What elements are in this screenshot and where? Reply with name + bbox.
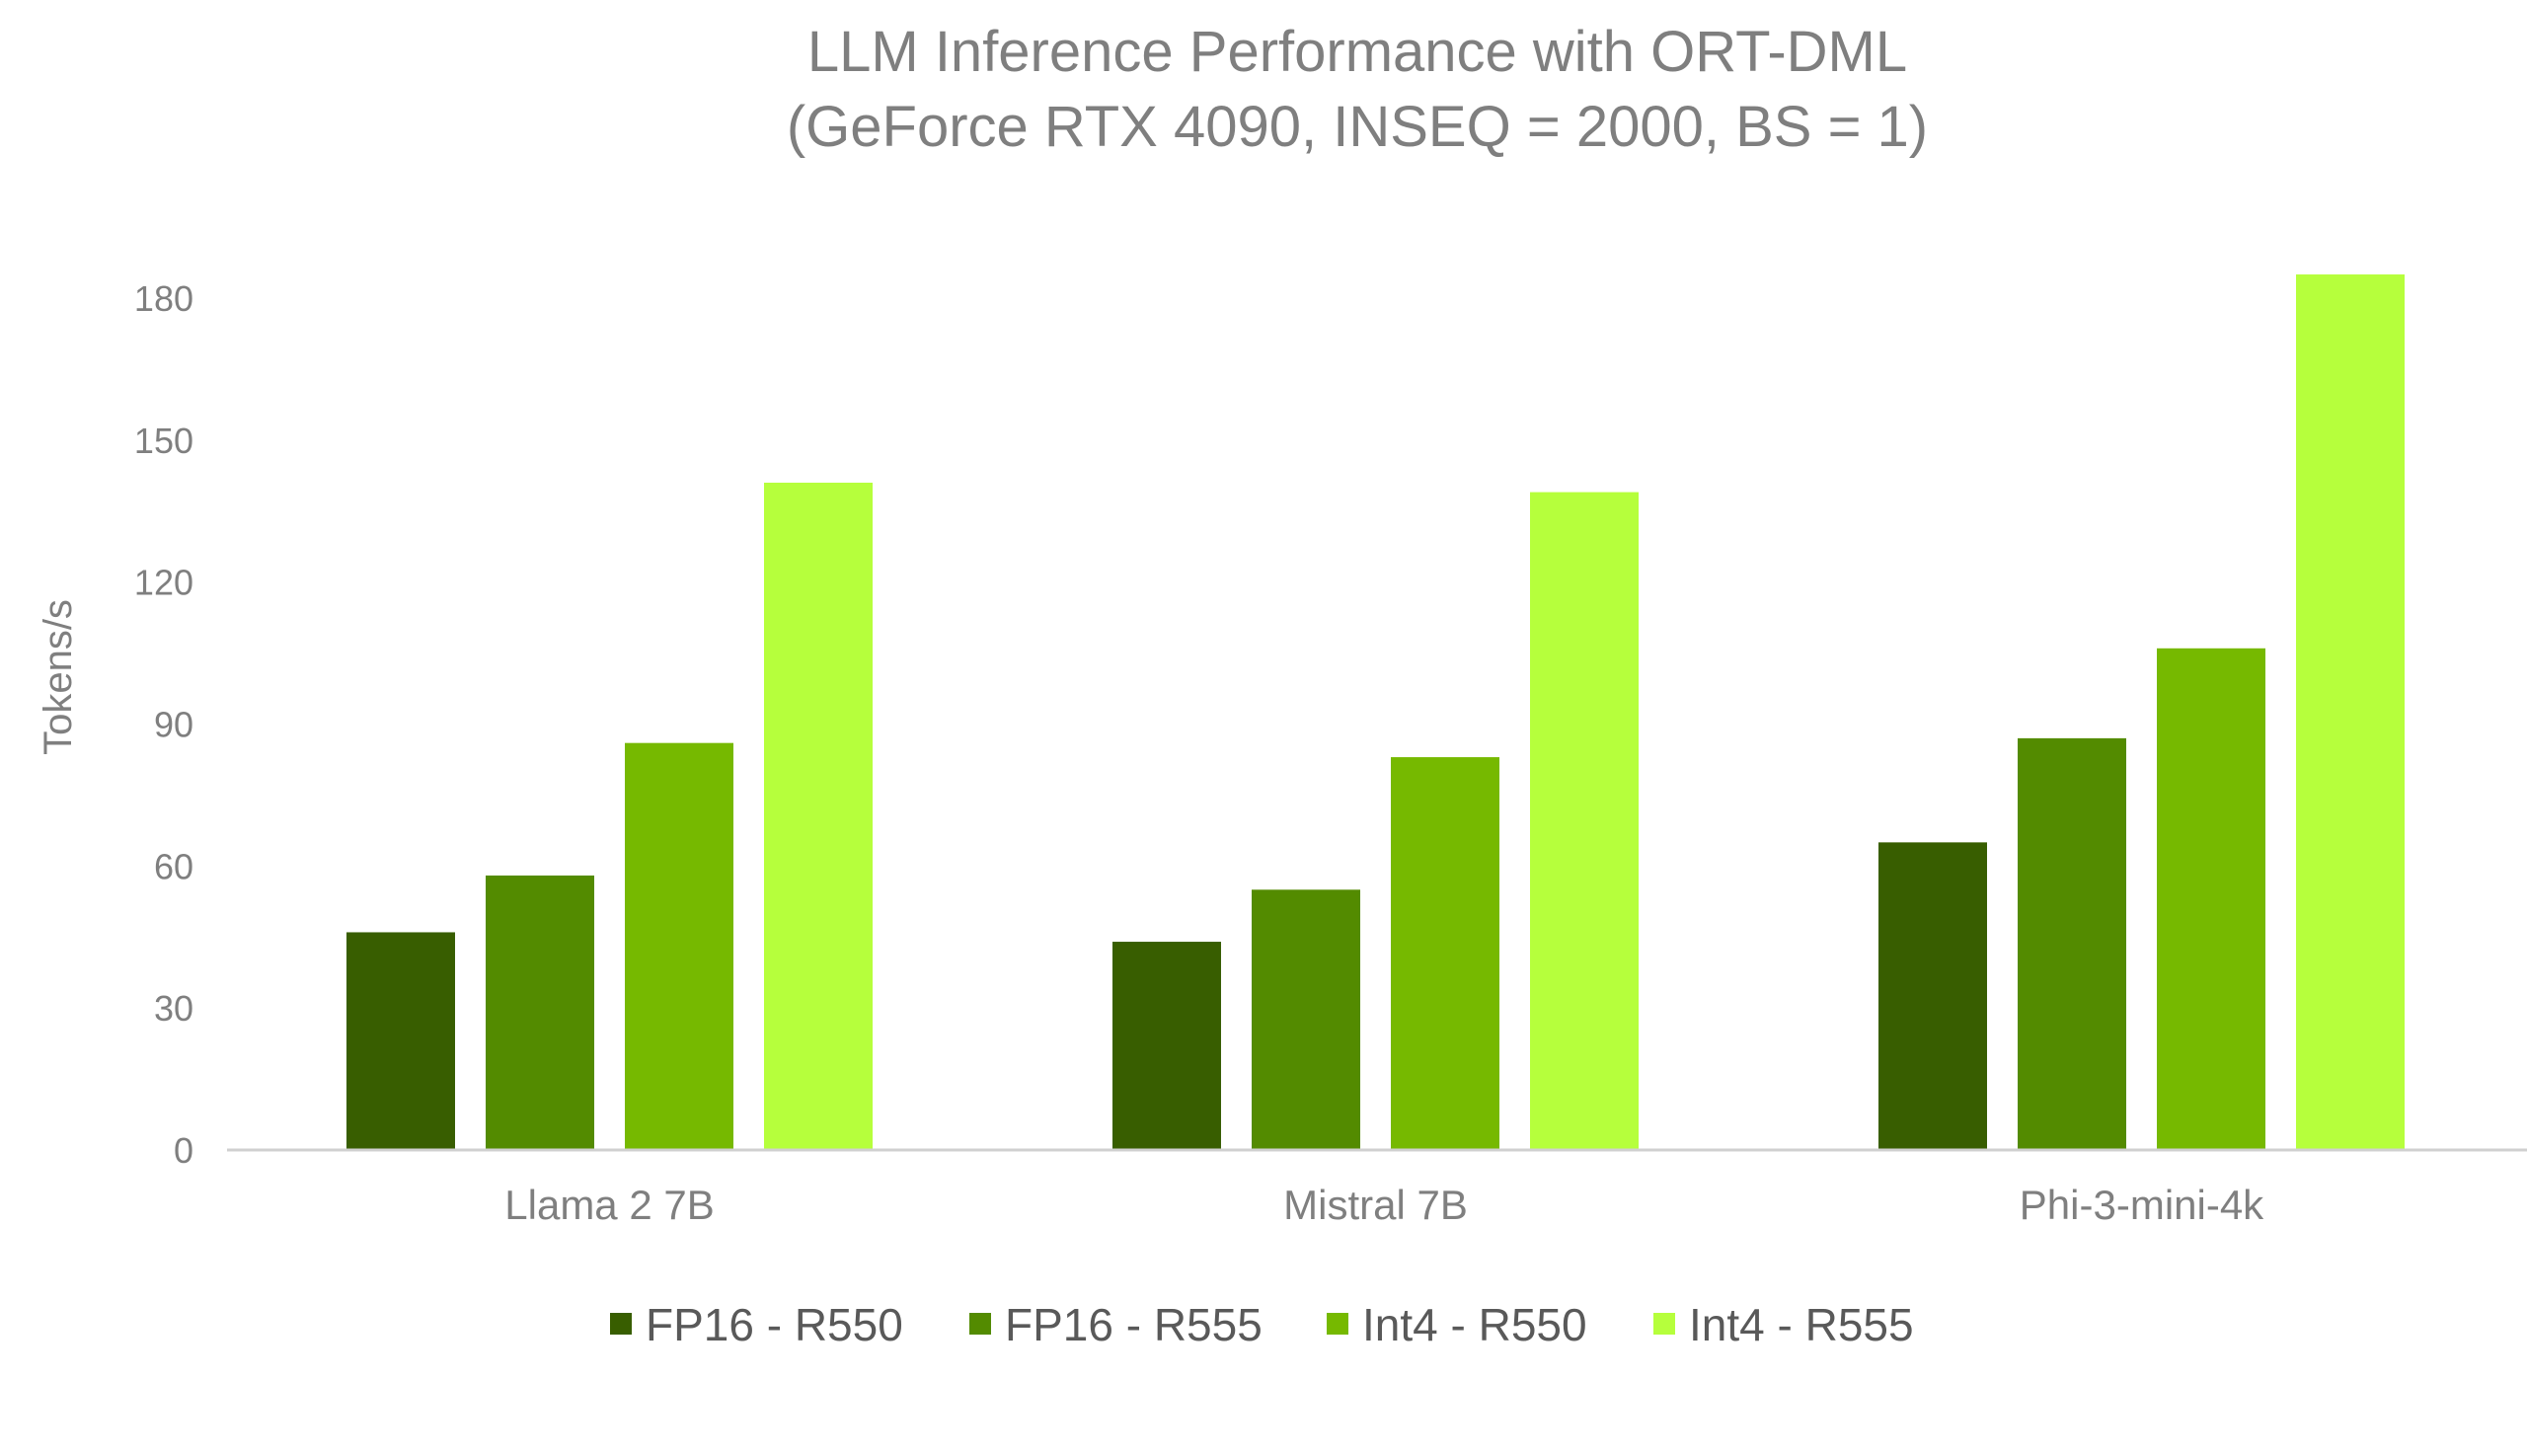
y-axis-label: Tokens/s (37, 599, 80, 755)
y-tick-label: 0 (174, 1130, 193, 1171)
bar-1-3 (1878, 842, 1987, 1150)
y-tick-label: 180 (134, 278, 193, 319)
legend-swatch (969, 1313, 991, 1335)
y-tick-label: 120 (134, 563, 193, 603)
bar-3-3 (2157, 648, 2265, 1150)
bar-4-2 (1530, 492, 1639, 1150)
y-tick-label: 60 (154, 846, 193, 886)
x-category-label: Mistral 7B (1283, 1182, 1468, 1228)
bar-2-2 (1252, 889, 1360, 1150)
y-tick-label: 90 (154, 705, 193, 745)
bar-4-1 (764, 482, 873, 1150)
legend: FP16 - R550 FP16 - R555 Int4 - R550 Int4 - … (610, 1299, 1914, 1350)
bars-group (346, 274, 2405, 1150)
legend-label: FP16 - R550 (646, 1299, 903, 1350)
x-category-label: Phi-3-mini-4k (2020, 1182, 2264, 1228)
bar-1-1 (346, 932, 455, 1150)
y-tick-label: 150 (134, 421, 193, 461)
x-axis-labels: Llama 2 7B Mistral 7B Phi-3-mini-4k (504, 1182, 2264, 1228)
legend-swatch (1653, 1313, 1675, 1335)
bar-3-2 (1391, 757, 1499, 1150)
bar-1-2 (1112, 942, 1221, 1150)
legend-label: Int4 - R555 (1689, 1299, 1914, 1350)
bar-3-1 (625, 742, 733, 1150)
y-axis-ticks: 0 30 60 90 120 150 180 (134, 278, 193, 1171)
legend-swatch (1327, 1313, 1348, 1335)
bar-2-3 (2018, 737, 2126, 1150)
x-category-label: Llama 2 7B (504, 1182, 714, 1228)
legend-swatch (610, 1313, 632, 1335)
bar-4-3 (2296, 274, 2405, 1150)
chart-title: LLM Inference Performance with ORT-DML (807, 20, 1907, 84)
legend-label: FP16 - R555 (1005, 1299, 1263, 1350)
legend-label: Int4 - R550 (1362, 1299, 1587, 1350)
bar-2-1 (486, 875, 594, 1150)
chart-subtitle: (GeForce RTX 4090, INSEQ = 2000, BS = 1) (787, 95, 1928, 159)
y-tick-label: 30 (154, 988, 193, 1029)
